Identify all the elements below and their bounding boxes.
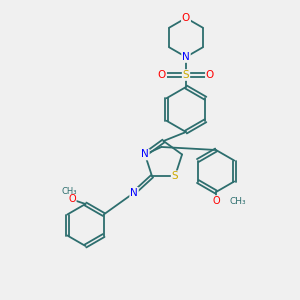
- Text: O: O: [182, 13, 190, 23]
- Text: N: N: [141, 149, 149, 160]
- Text: N: N: [130, 188, 138, 198]
- Text: CH₃: CH₃: [61, 187, 77, 196]
- Text: O: O: [206, 70, 214, 80]
- Text: O: O: [68, 194, 76, 205]
- Text: S: S: [172, 171, 178, 181]
- Text: O: O: [158, 70, 166, 80]
- Text: N: N: [182, 52, 190, 62]
- Text: CH₃: CH₃: [230, 196, 246, 206]
- Text: O: O: [212, 196, 220, 206]
- Text: S: S: [183, 70, 189, 80]
